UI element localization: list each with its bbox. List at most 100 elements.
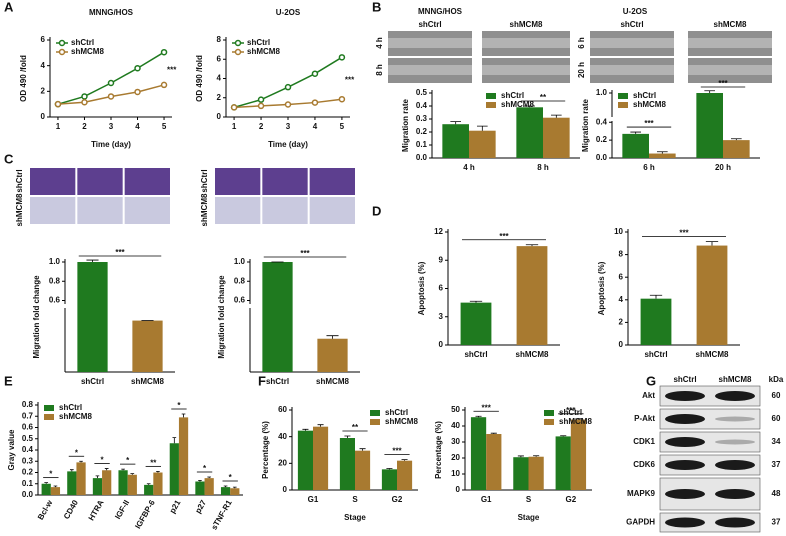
annotation: ***	[115, 248, 125, 257]
y-tick-label: 4	[217, 74, 222, 83]
blot-row-label: Akt	[642, 391, 655, 400]
x-tick-label: shCtrl	[81, 377, 104, 386]
x-tick-label: S	[352, 495, 358, 504]
bar	[50, 487, 61, 495]
bar	[178, 417, 189, 495]
image-row-label: shCtrl	[200, 169, 209, 192]
data-point	[230, 104, 238, 111]
y-tick-label: 1.0	[596, 88, 608, 97]
legend-marker	[58, 48, 66, 56]
error-bar	[475, 415, 482, 418]
image-row-label: 20 h	[577, 62, 586, 78]
error-bar	[326, 335, 339, 339]
bar	[516, 246, 548, 345]
y-axis-label: Apoptosis (%)	[417, 261, 426, 315]
x-tick-label: 20 h	[715, 163, 731, 172]
y-axis-label: Migration rate	[581, 99, 590, 152]
annotation: *	[229, 473, 233, 482]
error-bar	[476, 125, 488, 131]
annotation: *	[75, 448, 79, 457]
transwell-image	[215, 168, 261, 195]
legend-marker	[58, 39, 66, 47]
y-tick-label: 0.6	[22, 423, 34, 432]
wound-gap	[482, 65, 570, 75]
bar	[76, 462, 86, 495]
image-column-label: shCtrl	[620, 20, 643, 29]
annotation: ***	[167, 66, 177, 75]
bar	[297, 430, 313, 490]
wound-gap	[388, 38, 472, 48]
y-tick-label: 0.2	[22, 468, 34, 477]
x-axis-label: Time (day)	[91, 140, 131, 149]
legend-label: shMCM8	[59, 412, 92, 421]
error-bar	[69, 469, 74, 472]
blot-column-label: shCtrl	[673, 375, 696, 384]
error-bar	[156, 470, 160, 473]
bar	[127, 474, 137, 495]
transwell-image	[215, 197, 261, 224]
error-bar	[317, 424, 324, 427]
data-point	[284, 83, 292, 91]
x-tick-label: 4	[313, 122, 318, 131]
image-title: MNNG/HOS	[418, 7, 463, 16]
y-tick-label: 0.4	[596, 117, 608, 126]
y-axis-label: Apoptosis (%)	[597, 261, 606, 315]
annotation: *	[126, 456, 130, 465]
bar	[469, 130, 496, 158]
blot-band	[715, 517, 755, 528]
bar	[355, 450, 371, 490]
panel-label: D	[372, 203, 381, 218]
y-tick-label: 0.4	[22, 445, 34, 454]
error-bar	[490, 432, 497, 434]
transwell-image	[309, 197, 355, 224]
error-bar	[223, 485, 228, 488]
bar	[339, 438, 355, 490]
y-axis-label: Migration fold change	[32, 275, 41, 359]
x-tick-label: 2	[259, 122, 264, 131]
wound-gap	[590, 65, 674, 75]
bar	[230, 488, 240, 495]
error-bar	[386, 468, 393, 470]
blot-band	[715, 416, 755, 422]
y-tick-label: 1.0	[49, 257, 61, 266]
bar	[570, 419, 587, 490]
y-tick-label: 8	[217, 35, 222, 44]
error-bar	[95, 475, 100, 479]
x-tick-label: shCtrl	[464, 350, 487, 359]
y-tick-label: 0	[456, 485, 461, 494]
x-tick-label: Bcl-w	[36, 498, 55, 522]
annotation: ***	[718, 79, 728, 88]
data-point	[81, 93, 88, 100]
blot-kda: 48	[772, 489, 781, 498]
x-tick-label: p21	[168, 498, 183, 515]
annotation: ***	[300, 249, 310, 258]
x-tick-label: G1	[481, 495, 492, 504]
y-tick-label: 0.8	[49, 276, 61, 285]
data-point	[81, 98, 88, 106]
bar	[543, 117, 570, 158]
blot-row-label: GAPDH	[626, 518, 655, 527]
error-bar	[575, 418, 582, 420]
y-tick-label: 0.0	[596, 153, 608, 162]
error-bar	[469, 300, 483, 303]
blot-band	[665, 414, 705, 424]
y-tick-label: 2	[619, 318, 624, 327]
data-point	[311, 70, 319, 77]
data-point	[160, 81, 168, 89]
legend-marker	[234, 39, 242, 47]
x-tick-label: shMCM8	[131, 377, 164, 386]
error-bar	[207, 476, 212, 479]
bar	[313, 426, 329, 490]
y-tick-label: 6	[217, 54, 222, 63]
annotation: **	[150, 458, 157, 467]
error-bar	[344, 435, 351, 438]
legend-label: shMCM8	[385, 417, 418, 426]
blot-band	[665, 517, 705, 528]
bar	[622, 133, 649, 158]
x-tick-label: G1	[308, 495, 319, 504]
blot-band	[665, 489, 705, 499]
y-axis-label: OD 490 /fold	[195, 55, 204, 102]
y-tick-label: 0.0	[22, 490, 34, 499]
bar	[696, 245, 728, 345]
x-tick-label: IGF-II	[113, 499, 131, 521]
